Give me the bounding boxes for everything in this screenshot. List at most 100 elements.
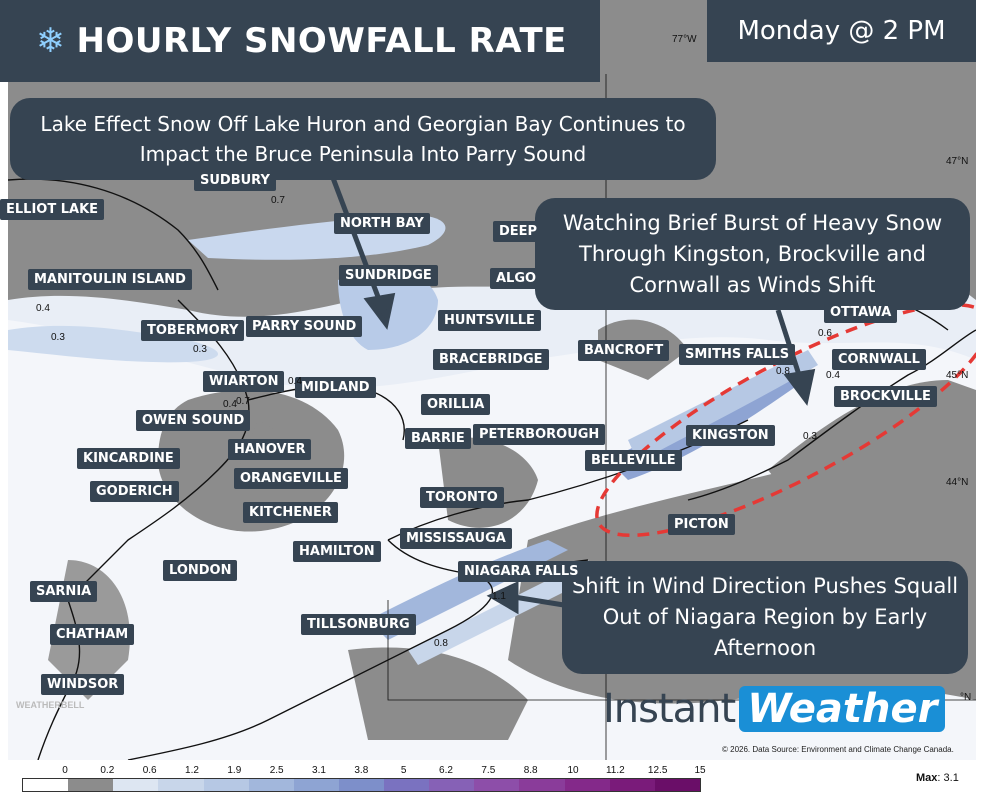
legend-swatch (519, 779, 565, 791)
brand-part1: Instant (603, 686, 736, 732)
value-label: 0.4 (36, 303, 50, 314)
copyright: © 2026. Data Source: Environment and Cli… (722, 745, 954, 754)
value-label: 1.1 (492, 591, 506, 602)
city-label: BROCKVILLE (834, 386, 937, 407)
lat-label: 47°N (946, 156, 969, 167)
lat-label: 44°N (946, 477, 969, 488)
legend-tick-label: 11.2 (605, 765, 625, 776)
city-label: NIAGARA FALLS (458, 561, 585, 582)
value-label: 0.4 (288, 376, 302, 387)
map-title: HOURLY SNOWFALL RATE (76, 21, 567, 61)
color-legend (22, 778, 701, 792)
city-label: WIARTON (203, 371, 285, 392)
max-number: 3.1 (943, 772, 959, 784)
max-value: Max: 3.1 (916, 772, 959, 784)
legend-tick-label: 7.5 (481, 765, 496, 776)
legend-swatch (384, 779, 430, 791)
city-label: BELLEVILLE (585, 450, 682, 471)
legend-swatch (338, 779, 384, 791)
city-label: GODERICH (90, 481, 179, 502)
legend-tick-label: 10 (567, 765, 579, 776)
city-label: ORILLIA (421, 394, 491, 415)
value-label: 0.6 (818, 328, 832, 339)
city-label: MANITOULIN ISLAND (28, 269, 192, 290)
city-label: HANOVER (228, 439, 312, 460)
max-label: Max (916, 772, 938, 784)
brand-logo: Instant Weather (603, 686, 946, 732)
city-label: ELLIOT LAKE (0, 199, 105, 220)
value-label: 0.3 (803, 431, 817, 442)
city-label: TORONTO (420, 487, 504, 508)
legend-swatch (293, 779, 339, 791)
city-label: DEEP (493, 221, 544, 242)
city-label: KITCHENER (243, 502, 338, 523)
callout-lake-effect: Lake Effect Snow Off Lake Huron and Geor… (10, 98, 716, 180)
legend-tick-label: 1.9 (227, 765, 242, 776)
legend-tick-label: 6.2 (439, 765, 453, 776)
city-label: SUDBURY (194, 170, 276, 191)
legend-swatch (23, 779, 69, 791)
legend-swatch (429, 779, 475, 791)
city-label: KINGSTON (686, 425, 775, 446)
legend-tick-label: 3.1 (312, 765, 326, 776)
lat-label: 45°N (946, 370, 969, 381)
legend-swatch (474, 779, 520, 791)
snowflake-icon: ❄ (36, 22, 65, 60)
legend-tick-label: 1.2 (185, 765, 199, 776)
city-label: NORTH BAY (334, 213, 430, 234)
city-label: LONDON (163, 560, 238, 581)
legend-swatch (564, 779, 610, 791)
callout-kingston-burst: Watching Brief Burst of Heavy Snow Throu… (535, 198, 970, 310)
city-label: ORANGEVILLE (234, 468, 348, 489)
legend-swatch (158, 779, 204, 791)
legend-swatch (654, 779, 700, 791)
city-label: KINCARDINE (77, 448, 180, 469)
city-label: SUNDRIDGE (339, 265, 438, 286)
legend-tick-label: 12.5 (647, 765, 668, 776)
city-label: OWEN SOUND (136, 410, 251, 431)
value-label: 0.4 (826, 370, 840, 381)
legend-tick-label: 0.6 (142, 765, 157, 776)
legend-tick-label: 15 (694, 765, 706, 776)
city-label: WINDSOR (41, 674, 125, 695)
legend-swatch (113, 779, 159, 791)
city-label: TOBERMORY (141, 320, 245, 341)
weatherbell-watermark: WEATHERBELL (16, 700, 85, 710)
city-label: SMITHS FALLS (679, 344, 796, 365)
city-label: BRACEBRIDGE (433, 349, 549, 370)
value-label: 0.8 (434, 638, 448, 649)
legend-swatch (68, 779, 114, 791)
brand-part2: Weather (739, 686, 946, 732)
city-label: PETERBOROUGH (473, 424, 606, 445)
city-label: ALGO (490, 268, 543, 289)
title-bar: ❄ HOURLY SNOWFALL RATE (0, 0, 600, 82)
legend-swatch (248, 779, 294, 791)
legend-swatch (609, 779, 655, 791)
legend-tick-label: 2.5 (269, 765, 284, 776)
city-label: CORNWALL (832, 349, 926, 370)
city-label: PICTON (668, 514, 735, 535)
legend-tick-label: 0 (62, 765, 68, 776)
city-label: BANCROFT (578, 340, 670, 361)
value-label: 0.7 (236, 396, 250, 407)
legend-tick-label: 3.8 (354, 765, 369, 776)
city-label: BARRIE (405, 428, 471, 449)
city-label: TILLSONBURG (301, 614, 416, 635)
lon-label: 77°W (672, 34, 697, 45)
legend-tick-label: 5 (400, 765, 407, 776)
city-label: HAMILTON (293, 541, 381, 562)
value-label: 0.3 (193, 344, 207, 355)
city-label: PARRY SOUND (246, 316, 363, 337)
value-label: 0.7 (271, 195, 285, 206)
callout-niagara-shift: Shift in Wind Direction Pushes Squall Ou… (562, 561, 968, 674)
value-label: 0.4 (223, 399, 237, 410)
legend-swatch (203, 779, 249, 791)
value-label: 0.8 (776, 366, 790, 377)
lat-label: °N (960, 692, 972, 703)
city-label: MISSISSAUGA (400, 528, 512, 549)
city-label: OTTAWA (824, 302, 898, 323)
legend-tick-label: 8.8 (523, 765, 538, 776)
city-label: HUNTSVILLE (438, 310, 541, 331)
city-label: MIDLAND (295, 377, 376, 398)
legend-tick-label: 0.2 (100, 765, 115, 776)
